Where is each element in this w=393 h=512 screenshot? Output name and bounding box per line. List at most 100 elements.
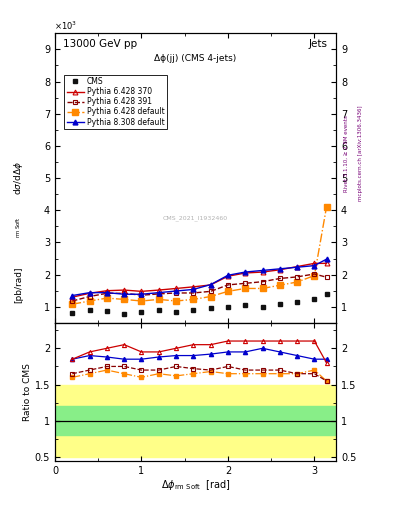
- Pythia 6.428 default: [191, 296, 196, 303]
- Line: Pythia 6.428 370: Pythia 6.428 370: [70, 261, 329, 300]
- Pythia 6.428 default: [70, 301, 75, 307]
- Pythia 6.428 370: [174, 285, 178, 291]
- Text: Jets: Jets: [309, 39, 328, 49]
- Pythia 6.428 370: [295, 264, 299, 270]
- Pythia 8.308 default: [226, 272, 230, 279]
- CMS: [312, 296, 317, 302]
- Pythia 6.428 default: [226, 288, 230, 294]
- Pythia 6.428 370: [324, 260, 329, 266]
- Pythia 6.428 391: [208, 288, 213, 294]
- CMS: [70, 310, 75, 316]
- Pythia 6.428 391: [277, 275, 282, 282]
- Pythia 8.308 default: [70, 292, 75, 298]
- CMS: [208, 305, 213, 311]
- Pythia 6.428 370: [139, 288, 144, 294]
- CMS: [324, 291, 329, 297]
- CMS: [243, 302, 248, 308]
- Pythia 6.428 370: [87, 290, 92, 296]
- Pythia 8.308 default: [174, 288, 178, 294]
- CMS: [226, 304, 230, 310]
- Pythia 8.308 default: [105, 290, 109, 296]
- Pythia 6.428 391: [260, 279, 265, 285]
- Pythia 8.308 default: [243, 269, 248, 275]
- CMS: [174, 309, 178, 315]
- CMS: [87, 307, 92, 313]
- Pythia 8.308 default: [277, 266, 282, 272]
- Pythia 6.428 default: [243, 285, 248, 291]
- Pythia 6.428 default: [260, 285, 265, 291]
- Pythia 6.428 391: [312, 271, 317, 277]
- Pythia 6.428 default: [105, 295, 109, 301]
- Pythia 6.428 default: [295, 279, 299, 285]
- Pythia 6.428 370: [208, 282, 213, 288]
- CMS: [156, 307, 161, 313]
- Pythia 6.428 default: [174, 298, 178, 304]
- Line: Pythia 8.308 default: Pythia 8.308 default: [70, 257, 329, 298]
- Pythia 6.428 391: [324, 274, 329, 280]
- Pythia 6.428 370: [122, 287, 127, 293]
- Pythia 6.428 391: [191, 290, 196, 296]
- Legend: CMS, Pythia 6.428 370, Pythia 6.428 391, Pythia 6.428 default, Pythia 8.308 defa: CMS, Pythia 6.428 370, Pythia 6.428 391,…: [64, 75, 167, 129]
- Pythia 6.428 370: [243, 270, 248, 276]
- Pythia 6.428 391: [87, 293, 92, 300]
- Pythia 6.428 370: [226, 273, 230, 280]
- Pythia 6.428 370: [70, 294, 75, 300]
- Pythia 8.308 default: [295, 264, 299, 270]
- Text: d$\sigma$/d$\Delta\phi$: d$\sigma$/d$\Delta\phi$: [12, 161, 25, 195]
- Text: $\times10^3$: $\times10^3$: [53, 19, 77, 32]
- Pythia 8.308 default: [139, 291, 144, 297]
- Pythia 8.308 default: [312, 263, 317, 269]
- Pythia 8.308 default: [208, 282, 213, 288]
- Line: CMS: CMS: [70, 291, 329, 316]
- Pythia 6.428 370: [105, 288, 109, 294]
- Pythia 6.428 370: [191, 284, 196, 290]
- Line: Pythia 6.428 391: Pythia 6.428 391: [70, 271, 329, 304]
- Pythia 6.428 391: [105, 290, 109, 296]
- Text: Δϕ(jj) (CMS 4-jets): Δϕ(jj) (CMS 4-jets): [154, 54, 237, 62]
- Pythia 6.428 391: [174, 290, 178, 296]
- Text: mcplots.cern.ch [arXiv:1306.3436]: mcplots.cern.ch [arXiv:1306.3436]: [358, 106, 364, 201]
- Pythia 6.428 default: [156, 296, 161, 303]
- Pythia 6.428 default: [122, 296, 127, 303]
- Text: CMS_2021_I1932460: CMS_2021_I1932460: [163, 216, 228, 222]
- Bar: [55, 407, 336, 435]
- CMS: [277, 301, 282, 307]
- Y-axis label: Ratio to CMS: Ratio to CMS: [23, 363, 32, 421]
- CMS: [260, 304, 265, 310]
- Bar: [55, 385, 336, 457]
- Line: Pythia 6.428 default: Pythia 6.428 default: [70, 204, 329, 307]
- Pythia 6.428 default: [324, 204, 329, 210]
- Pythia 6.428 391: [295, 274, 299, 280]
- Pythia 6.428 370: [260, 269, 265, 275]
- Pythia 8.308 default: [191, 286, 196, 292]
- Pythia 6.428 default: [312, 272, 317, 279]
- CMS: [122, 310, 127, 316]
- CMS: [191, 307, 196, 313]
- Pythia 6.428 370: [277, 267, 282, 273]
- Pythia 6.428 391: [156, 291, 161, 297]
- Pythia 6.428 391: [70, 298, 75, 304]
- Pythia 6.428 391: [122, 290, 127, 296]
- Pythia 6.428 391: [226, 282, 230, 288]
- Pythia 6.428 370: [312, 260, 317, 266]
- Text: $_\mathrm{rm\ Soft}$: $_\mathrm{rm\ Soft}$: [14, 217, 23, 238]
- Pythia 8.308 default: [324, 256, 329, 262]
- Pythia 8.308 default: [156, 290, 161, 296]
- Pythia 6.428 391: [243, 280, 248, 286]
- Text: [pb/rad]: [pb/rad]: [14, 267, 23, 304]
- X-axis label: $\Delta\phi_\mathrm{rm\ Soft}$  [rad]: $\Delta\phi_\mathrm{rm\ Soft}$ [rad]: [161, 478, 230, 493]
- CMS: [295, 299, 299, 305]
- Text: 13000 GeV pp: 13000 GeV pp: [63, 39, 138, 49]
- Pythia 6.428 default: [208, 293, 213, 300]
- Pythia 8.308 default: [260, 267, 265, 273]
- Text: Rivet 3.1.10, ≥ 2.8M events: Rivet 3.1.10, ≥ 2.8M events: [344, 115, 349, 192]
- Pythia 8.308 default: [122, 291, 127, 297]
- CMS: [105, 308, 109, 314]
- CMS: [139, 309, 144, 315]
- Pythia 8.308 default: [87, 290, 92, 296]
- Pythia 6.428 370: [156, 287, 161, 293]
- Pythia 6.428 default: [87, 298, 92, 304]
- Pythia 6.428 default: [277, 282, 282, 288]
- Pythia 6.428 default: [139, 298, 144, 304]
- Pythia 6.428 391: [139, 292, 144, 298]
